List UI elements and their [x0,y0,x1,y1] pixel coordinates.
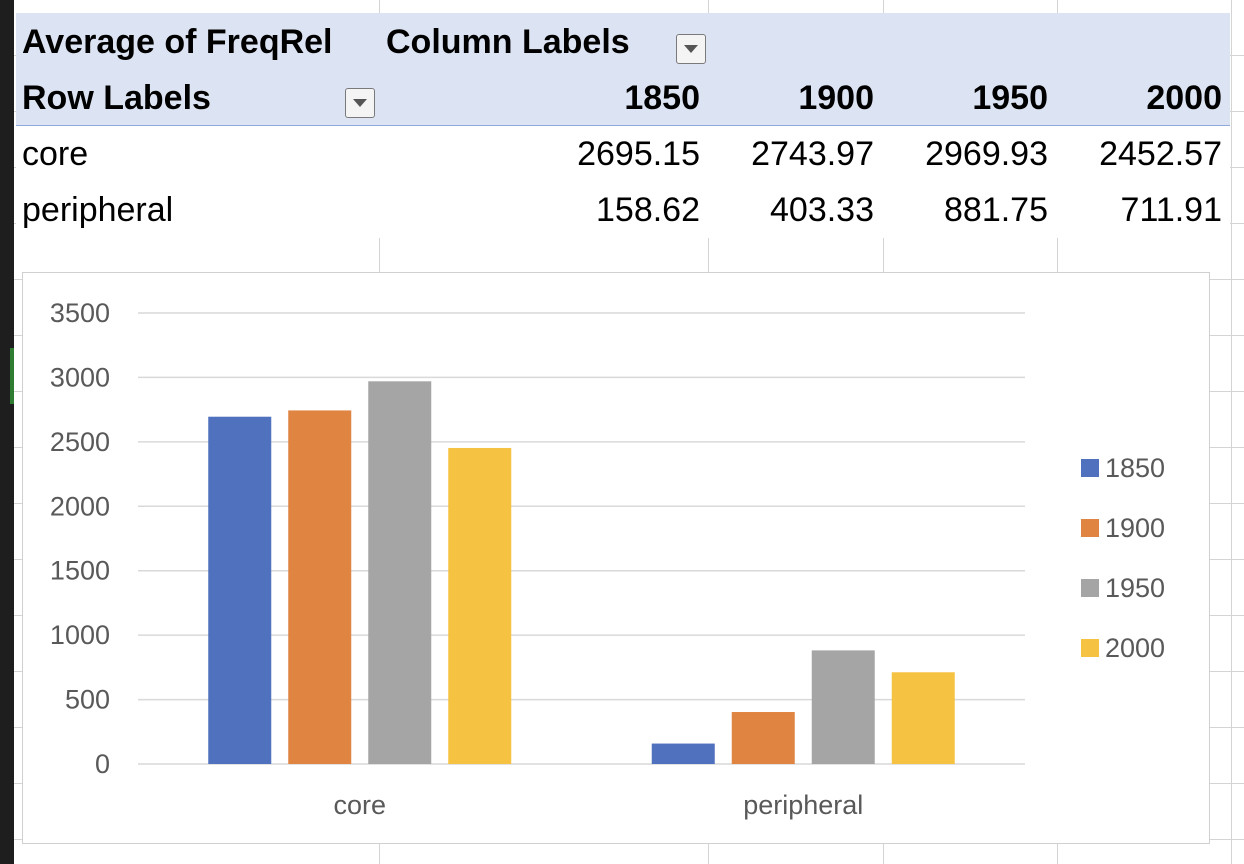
legend-swatch-2000 [1081,639,1099,657]
y-tick-label: 2500 [50,427,110,457]
pivot-cell[interactable]: 158.62 [596,191,700,229]
x-tick-label: peripheral [743,790,863,820]
pivot-row-bg [16,126,1230,182]
pivot-cell[interactable]: 2695.15 [577,135,700,173]
pivot-column-header[interactable]: 1950 [972,79,1048,117]
pivot-cell[interactable]: 2452.57 [1099,135,1222,173]
grid-column-line [1231,0,1232,864]
x-tick-label: core [333,790,386,820]
pivot-cell[interactable]: 2969.93 [925,135,1048,173]
pivot-cell[interactable]: 2743.97 [751,135,874,173]
pivot-column-header[interactable]: 2000 [1146,79,1222,117]
y-tick-label: 1500 [50,556,110,586]
pivot-row-label[interactable]: peripheral [22,191,174,229]
selection-marker [10,348,14,404]
bar-core-1850 [208,416,272,764]
y-tick-label: 0 [95,749,110,779]
legend-label: 1900 [1105,513,1165,543]
legend-label: 1850 [1105,453,1165,483]
bar-core-1900 [288,410,352,764]
chart-canvas: 0 500 1000 1500 2000 2500 3000 3500 core peripher… [50,298,1165,820]
pivot-cell[interactable]: 881.75 [944,191,1048,229]
y-tick-label: 500 [65,685,110,715]
legend-label: 2000 [1105,633,1165,663]
bar-peripheral-1900 [731,712,795,764]
pivot-row-label[interactable]: core [22,135,89,173]
left-window-edge [0,0,14,864]
y-tick-label: 2000 [50,491,110,521]
pivot-chart[interactable]: 0 500 1000 1500 2000 2500 3000 3500 core peripher… [22,272,1210,844]
pivot-cell[interactable]: 403.33 [770,191,874,229]
bar-core-2000 [448,447,512,764]
y-tick-label: 1000 [50,620,110,650]
pivot-column-header[interactable]: 1850 [624,79,700,117]
legend-swatch-1950 [1081,579,1099,597]
pivot-row-bg [16,182,1230,238]
bar-peripheral-1850 [651,743,715,764]
legend-label: 1950 [1105,573,1165,603]
y-tick-label: 3500 [50,298,110,328]
pivot-row-labels[interactable]: Row Labels [22,79,211,117]
pivot-value-field[interactable]: Average of FreqRel [22,23,333,61]
y-tick-label: 3000 [50,362,110,392]
legend-swatch-1850 [1081,459,1099,477]
pivot-column-labels[interactable]: Column Labels [386,23,630,61]
column-labels-filter-button[interactable] [676,34,706,64]
legend-swatch-1900 [1081,519,1099,537]
row-labels-filter-button[interactable] [345,88,375,118]
pivot-header [16,13,1230,126]
bar-peripheral-1950 [811,650,875,764]
bar-peripheral-2000 [891,672,955,764]
bar-core-1950 [368,381,432,764]
pivot-column-header[interactable]: 1900 [798,79,874,117]
pivot-cell[interactable]: 711.91 [1120,191,1222,229]
